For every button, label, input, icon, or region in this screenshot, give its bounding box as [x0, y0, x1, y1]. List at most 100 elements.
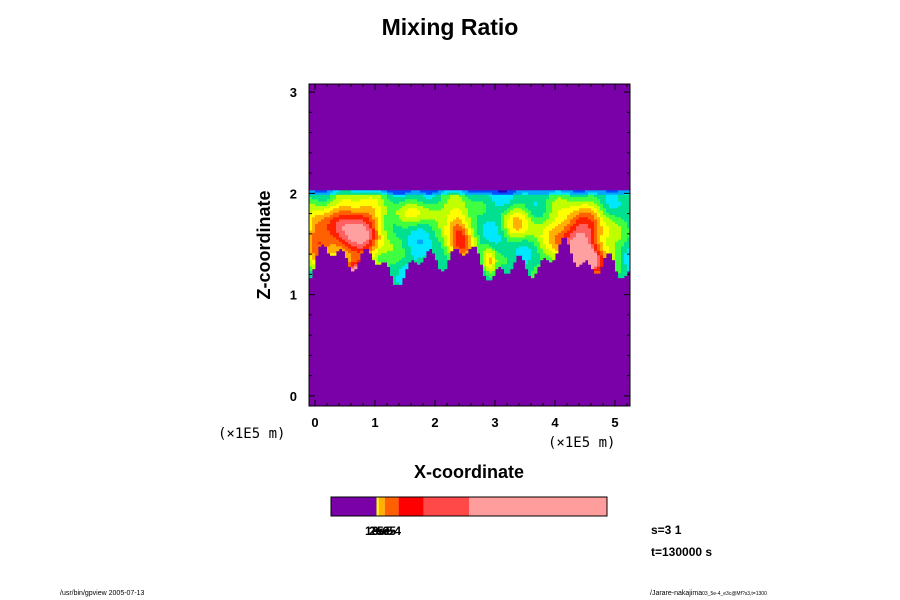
field-cell	[546, 237, 550, 241]
field-cell	[603, 194, 607, 198]
field-cell	[423, 206, 427, 209]
field-cell	[531, 262, 535, 265]
field-cell	[471, 226, 475, 229]
field-cell	[609, 194, 613, 198]
field-cell	[516, 192, 520, 196]
field-cell	[324, 223, 328, 227]
field-cell	[384, 250, 388, 254]
field-cell	[426, 203, 430, 207]
field-cell	[579, 232, 583, 236]
field-cell	[351, 250, 355, 254]
field-cell	[477, 239, 481, 243]
field-cell	[375, 228, 379, 232]
field-cell	[498, 264, 502, 267]
field-cell	[429, 239, 433, 243]
field-cell	[528, 197, 532, 200]
field-cell	[363, 192, 367, 196]
field-cell	[372, 223, 376, 227]
field-cell	[429, 235, 433, 238]
field-cell	[387, 230, 391, 234]
field-cell	[441, 248, 445, 252]
field-cell	[582, 255, 586, 258]
field-cell	[531, 208, 535, 211]
field-cell	[390, 214, 394, 218]
field-cell	[462, 214, 466, 218]
field-cell	[522, 241, 526, 245]
field-cell	[387, 239, 391, 243]
field-cell	[402, 259, 406, 263]
field-cell	[417, 208, 421, 211]
field-cell	[486, 230, 490, 234]
field-cell	[393, 194, 397, 198]
field-cell	[555, 246, 559, 250]
field-cell	[351, 221, 355, 225]
field-cell	[612, 217, 616, 220]
field-cell	[465, 217, 469, 220]
field-cell	[498, 262, 502, 265]
field-cell	[543, 214, 547, 218]
field-cell	[411, 248, 415, 252]
field-cell	[534, 268, 538, 272]
field-cell	[579, 244, 583, 247]
field-cell	[399, 194, 403, 198]
field-cell	[507, 208, 511, 211]
field-cell	[342, 230, 346, 234]
field-cell	[465, 190, 469, 193]
field-cell	[420, 212, 424, 216]
field-cell	[339, 219, 343, 223]
field-cell	[327, 203, 331, 207]
field-cell	[627, 264, 631, 267]
field-cell	[624, 230, 628, 234]
field-cell	[486, 273, 490, 276]
field-cell	[477, 250, 481, 254]
field-cell	[528, 250, 532, 254]
field-cell	[444, 223, 448, 227]
field-cell	[510, 203, 514, 207]
field-cell	[336, 248, 340, 252]
field-cell	[480, 203, 484, 207]
field-cell	[378, 192, 382, 196]
field-cell	[441, 221, 445, 225]
field-cell	[393, 235, 397, 238]
field-cell	[351, 268, 355, 272]
field-cell	[315, 203, 319, 207]
field-cell	[489, 190, 493, 193]
field-cell	[498, 248, 502, 252]
field-cell	[342, 223, 346, 227]
field-cell	[576, 230, 580, 234]
field-cell	[390, 208, 394, 211]
field-cell	[486, 271, 490, 274]
field-cell	[540, 248, 544, 252]
field-cell	[333, 253, 337, 256]
field-cell	[612, 212, 616, 216]
field-cell	[420, 241, 424, 245]
field-cell	[588, 255, 592, 258]
field-cell	[585, 194, 589, 198]
field-cell	[552, 206, 556, 209]
field-cell	[615, 194, 619, 198]
field-cell	[480, 228, 484, 232]
field-cell	[504, 228, 508, 232]
field-cell	[459, 197, 463, 200]
field-cell	[408, 203, 412, 207]
field-cell	[576, 250, 580, 254]
field-cell	[330, 208, 334, 211]
field-cell	[339, 226, 343, 229]
field-cell	[444, 219, 448, 223]
field-cell	[324, 230, 328, 234]
field-cell	[516, 201, 520, 205]
field-cell	[318, 210, 322, 214]
field-cell	[345, 194, 349, 198]
field-cell	[492, 253, 496, 256]
field-cell	[429, 203, 433, 207]
field-cell	[399, 268, 403, 272]
field-cell	[396, 201, 400, 205]
field-cell	[624, 239, 628, 243]
field-cell	[387, 221, 391, 225]
field-cell	[444, 228, 448, 232]
field-cell	[480, 235, 484, 238]
field-cell	[561, 219, 565, 223]
field-cell	[351, 212, 355, 216]
field-cell	[552, 212, 556, 216]
field-cell	[399, 197, 403, 200]
